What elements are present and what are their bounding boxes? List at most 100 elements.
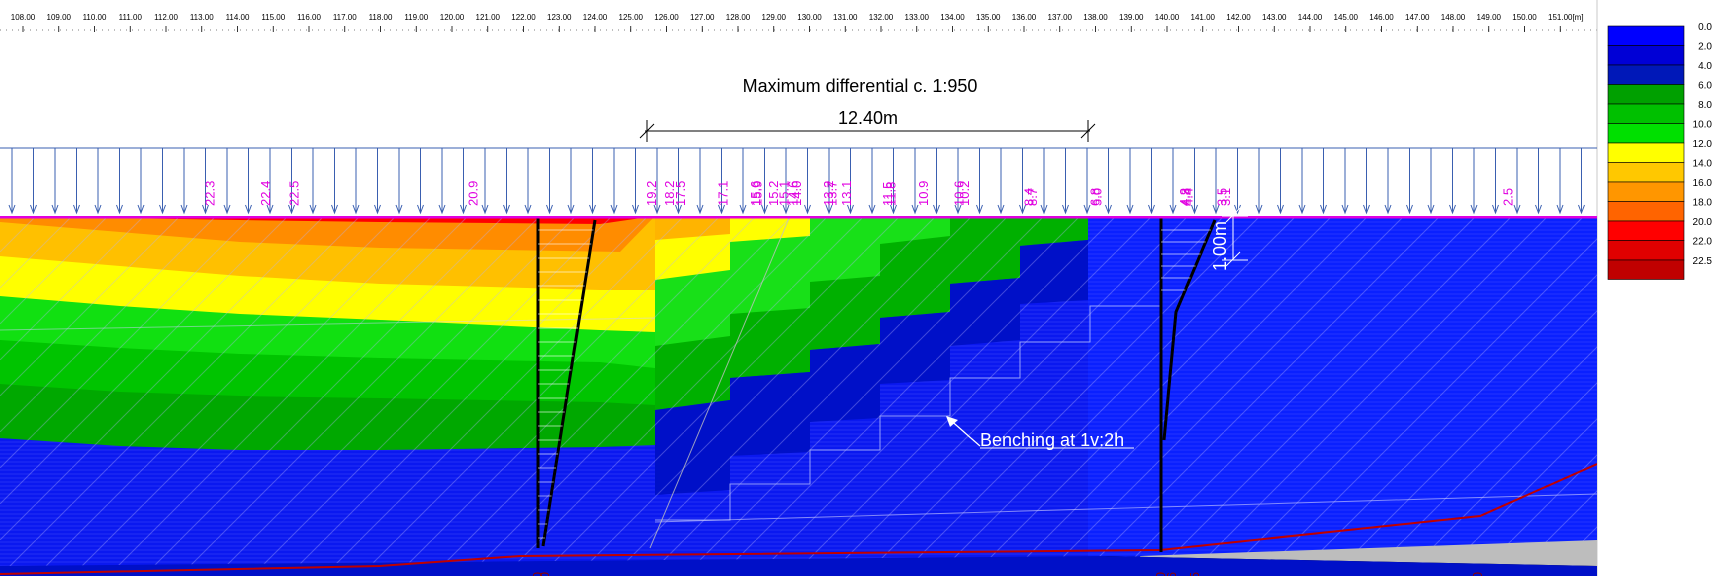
depth-dimension-label: 1.00m — [1210, 221, 1230, 271]
depth-dimension: 1.00m — [1210, 207, 1248, 271]
settlement-value-label: 17.5 — [673, 181, 688, 206]
ruler-tick-label: 147.00 — [1405, 13, 1430, 22]
settlement-value-label: 13.2 — [821, 181, 836, 206]
settlement-value-label: 5.0 — [1089, 188, 1104, 206]
bottom-value-label: 3.5 — [1187, 572, 1202, 576]
settlement-value-label: 3.5 — [1214, 188, 1229, 206]
settlement-value-label: 13.7 — [825, 181, 840, 206]
settlement-value-label: 11.8 — [884, 182, 899, 206]
legend-swatch — [1607, 142, 1685, 163]
ruler-tick-label: 140.00 — [1155, 13, 1180, 22]
ruler-tick-label: 120.00 — [440, 13, 465, 22]
settlement-value-label: 14.0 — [789, 181, 804, 206]
legend-swatch — [1607, 103, 1685, 124]
settlement-value-label: 2.5 — [1500, 188, 1515, 206]
settlement-value-label: 4.8 — [1179, 188, 1194, 206]
settlement-value-label: 22.3 — [203, 181, 218, 206]
ruler-tick-label: 138.00 — [1083, 13, 1108, 22]
legend-swatch — [1607, 201, 1685, 222]
legend-value-label: 10.0 — [1693, 120, 1713, 131]
ruler-tick-label: 113.00 — [190, 13, 214, 22]
bottom-value-label: 2.6 — [1164, 572, 1179, 576]
ruler-tick-label: 150.00 — [1512, 13, 1537, 22]
settlement-value-label: 13.1 — [839, 181, 854, 206]
legend-swatch — [1607, 181, 1685, 202]
legend-swatch — [1607, 25, 1685, 46]
ruler-tick-label: 119.00 — [404, 13, 428, 22]
ruler-tick-label: 135.00 — [976, 13, 1001, 22]
settlement-value-label: 19.2 — [644, 181, 659, 206]
ruler-tick-label: 127.00 — [690, 13, 715, 22]
ruler-tick-label: 116.00 — [297, 13, 321, 22]
ruler-tick-label: 129.00 — [762, 13, 787, 22]
settlement-value-label: 8.7 — [1025, 188, 1040, 206]
legend-swatch — [1607, 259, 1685, 280]
ruler-tick-label: 134.00 — [940, 13, 965, 22]
settlement-value-label: 17.1 — [716, 181, 731, 206]
ruler-tick-label: 133.00 — [905, 13, 930, 22]
ruler-tick-label: 146.00 — [1369, 13, 1394, 22]
settlement-value-label: 14.6 — [785, 181, 800, 206]
ruler-tick-label: 112.00 — [154, 13, 178, 22]
bottom-value-label: 0.0 — [537, 572, 552, 576]
settlement-value-label: 15.1 — [776, 181, 791, 206]
settlement-value-label: 8.4 — [1021, 188, 1036, 206]
ruler-tick-label: 132.00 — [869, 13, 894, 22]
ruler-tick-label: 145.00 — [1334, 13, 1359, 22]
ruler-tick-label: 136.00 — [1012, 13, 1037, 22]
ruler-tick-label: 149.00 — [1477, 13, 1502, 22]
ruler-tick-label: 124.00 — [583, 13, 608, 22]
left-pile-slope — [541, 219, 597, 547]
water-table-line — [0, 463, 1597, 575]
width-dimension-label: 12.40m — [838, 108, 898, 128]
ruler-tick-label: 142.00 — [1226, 13, 1251, 22]
legend-value-label: 18.0 — [1693, 198, 1713, 209]
ruler-tick-label: 121.00 — [476, 13, 501, 22]
settlement-value-label: 6.8 — [1088, 188, 1103, 206]
legend-swatch — [1607, 84, 1685, 105]
ruler-tick-label: 109.00 — [47, 13, 72, 22]
settlement-value-label: 4.4 — [1180, 188, 1195, 206]
ruler-tick-label: 118.00 — [369, 13, 393, 22]
ruler-tick-label: 111.00 — [119, 13, 143, 22]
coordinate-ruler: 108.00 109.00 110.00 111.00 112.00 113.00 114.… — [0, 0, 1597, 32]
bottom-value-label: 0.0 — [1153, 572, 1168, 576]
legend-value-label: 6.0 — [1698, 81, 1712, 92]
ruler-tick-label: 115.00 — [261, 13, 285, 22]
legend-swatch — [1607, 64, 1685, 85]
diagram-title: Maximum differential c. 1:950 — [743, 76, 978, 96]
settlement-value-label: 20.9 — [465, 181, 480, 206]
legend-value-label: 0.0 — [1698, 22, 1712, 33]
legend-swatch — [1607, 240, 1685, 261]
settlement-value-label: 4.3 — [1177, 188, 1192, 206]
ruler-tick-label: 122.00 — [511, 13, 536, 22]
legend-swatch — [1607, 123, 1685, 144]
ruler-tick-label: 117.00 — [333, 13, 357, 22]
settlement-value-label: 10.9 — [916, 181, 931, 206]
ruler-tick-label: 126.00 — [654, 13, 679, 22]
settlement-value-label: 3.1 — [1218, 188, 1233, 206]
ruler-tick-label: 123.00 — [547, 13, 572, 22]
ruler-tick-label: 110.00 — [83, 13, 107, 22]
legend-value-label: 20.0 — [1693, 217, 1713, 228]
bottom-value-label: 0.0 — [530, 572, 545, 576]
ruler-tick-label: 128.00 — [726, 13, 751, 22]
settlement-value-label: 15.2 — [766, 181, 781, 206]
surface-load — [0, 147, 1597, 215]
ruler-tick-label: 137.00 — [1048, 13, 1073, 22]
settlement-value-label: 15.9 — [750, 181, 765, 206]
ruler-tick-label: 125.00 — [619, 13, 644, 22]
bottom-value-label: 8.0 — [1470, 572, 1485, 576]
color-legend: 0.0 2.0 4.0 6.0 8.0 10.0 12.0 14.0 16.0 18.0 20.0 2… — [1607, 22, 1713, 280]
ruler-tick-label: 139.00 — [1119, 13, 1144, 22]
ruler-tick-label: 131.00 — [833, 13, 858, 22]
legend-swatch — [1607, 162, 1685, 183]
legend-value-label: 22.0 — [1693, 237, 1713, 248]
ruler-tick-label: 141.00 — [1191, 13, 1216, 22]
surface-settlement-labels: 22.3 22.4 22.5 20.9 19.2 18.217.5 17.1 15.615.9… — [203, 181, 1516, 206]
legend-value-label: 16.0 — [1693, 178, 1713, 189]
width-dimension: 12.40m — [639, 108, 1096, 142]
bottom-layer — [0, 556, 1597, 576]
settlement-value-label: 18.2 — [662, 181, 677, 206]
